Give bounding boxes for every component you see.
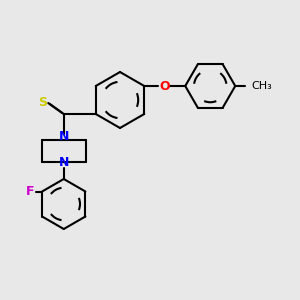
Text: S: S <box>38 95 47 109</box>
Text: N: N <box>58 155 69 169</box>
Text: O: O <box>159 80 169 92</box>
Text: CH₃: CH₃ <box>251 81 272 91</box>
Text: N: N <box>58 130 69 142</box>
Text: F: F <box>26 185 34 198</box>
